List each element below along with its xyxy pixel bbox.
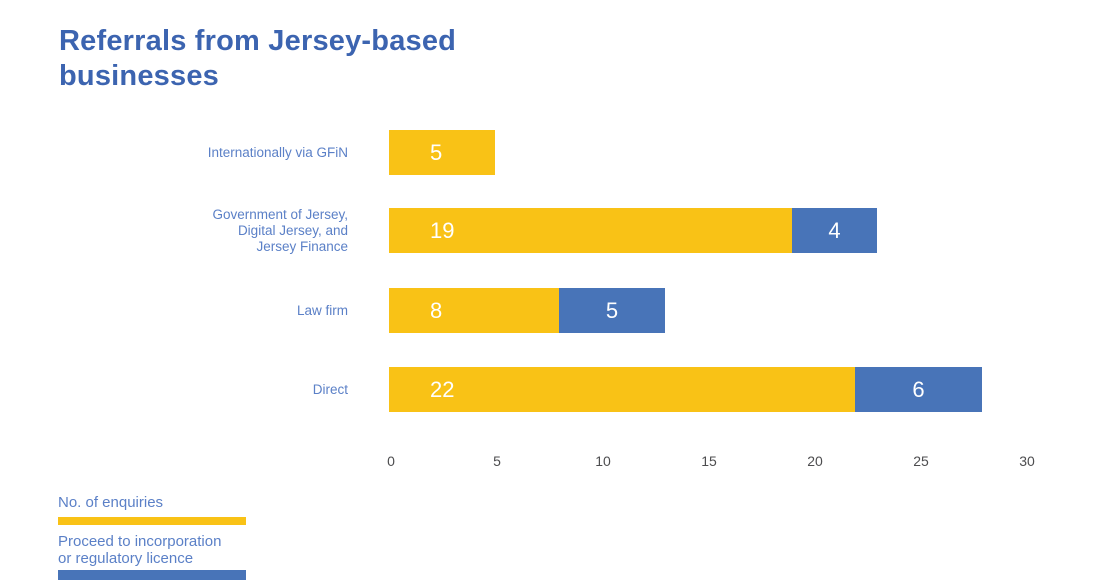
legend-label-proceed: Proceed to incorporation or regulatory l… <box>58 533 222 567</box>
bar-segment-enquiries: 19 <box>389 208 792 253</box>
chart-title-line-1: Referrals from Jersey-based <box>59 25 457 57</box>
chart-title-line-2: businesses <box>59 60 219 92</box>
category-label: Government of Jersey, Digital Jersey, an… <box>212 206 348 254</box>
bar-stack: 5 0 <box>389 130 495 175</box>
bar-value: 22 <box>430 376 455 402</box>
bar-stack: 19 4 <box>389 208 877 253</box>
bar-segment-proceed: 4 <box>792 208 877 253</box>
x-tick-label: 5 <box>493 453 501 469</box>
x-tick-label: 20 <box>807 453 823 469</box>
bar-row-law-firm: Law firm 8 5 <box>0 288 1098 333</box>
x-tick-label: 15 <box>701 453 717 469</box>
bar-value: 4 <box>828 217 841 243</box>
legend-swatch-proceed <box>58 570 246 580</box>
bar-value: 19 <box>430 217 455 243</box>
bar-segment-proceed: 5 <box>559 288 665 333</box>
bar-row-government: Government of Jersey, Digital Jersey, an… <box>0 206 1098 254</box>
bar-stack: 8 5 <box>389 288 665 333</box>
chart-title: Referrals from Jersey-based businesses <box>59 24 456 94</box>
bar-segment-proceed: 6 <box>855 367 982 412</box>
x-axis: 0 5 10 15 20 25 30 <box>387 453 1051 471</box>
bar-value: 8 <box>430 297 443 323</box>
bar-row-direct: Direct 22 6 <box>0 367 1098 412</box>
category-label: Law firm <box>296 302 348 318</box>
bar-stack: 22 6 <box>389 367 982 412</box>
x-tick-label: 10 <box>595 453 611 469</box>
x-tick-label: 30 <box>1019 453 1035 469</box>
category-label: Direct <box>312 381 348 397</box>
legend-label-enquiries: No. of enquiries <box>58 494 164 511</box>
bar-segment-enquiries: 22 <box>389 367 855 412</box>
bar-value: 5 <box>430 139 443 165</box>
bar-segment-enquiries: 5 <box>389 130 495 175</box>
category-label: Internationally via GFiN <box>207 144 348 160</box>
bar-segment-enquiries: 8 <box>389 288 559 333</box>
bar-value: 5 <box>605 297 619 323</box>
x-tick-label: 25 <box>913 453 929 469</box>
legend-swatch-enquiries <box>58 517 246 525</box>
bar-row-gfin: Internationally via GFiN 5 0 <box>0 130 1098 175</box>
x-tick-label: 0 <box>387 453 395 469</box>
bar-value: 6 <box>912 376 925 402</box>
